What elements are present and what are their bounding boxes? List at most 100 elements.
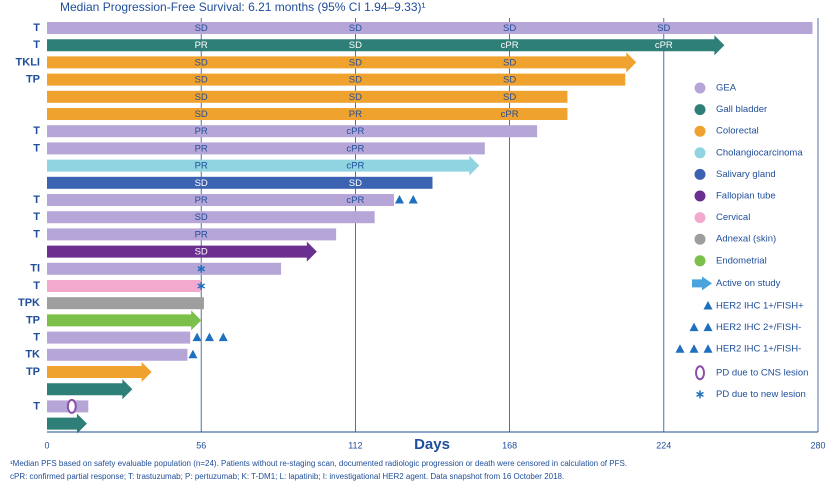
bar-active bbox=[47, 155, 480, 176]
x-tick-label: 224 bbox=[656, 440, 671, 450]
bar bbox=[47, 125, 538, 138]
response-label: PR bbox=[195, 195, 208, 206]
response-label: SD bbox=[195, 75, 208, 86]
legend-triangle bbox=[689, 322, 699, 332]
bar bbox=[47, 280, 202, 292]
legend-label: PD due to CNS lesion bbox=[716, 367, 808, 378]
row-label: TP bbox=[26, 74, 40, 86]
response-label: SD bbox=[349, 178, 362, 189]
cns-marker bbox=[66, 398, 77, 414]
asterisk-stroke bbox=[197, 283, 206, 289]
response-label: SD bbox=[657, 23, 670, 34]
response-label: cPR bbox=[346, 143, 364, 154]
bar bbox=[47, 108, 568, 120]
x-tick-label: 280 bbox=[810, 440, 825, 450]
legend-swatch bbox=[694, 233, 706, 245]
response-label: SD bbox=[195, 109, 208, 120]
legend-label: Fallopian tube bbox=[716, 191, 776, 202]
legend-label: GEA bbox=[716, 83, 737, 94]
legend-label: Colorectal bbox=[716, 126, 759, 137]
response-label: PR bbox=[195, 161, 208, 172]
legend-label: Adnexal (skin) bbox=[716, 234, 776, 245]
x-tick-label: 0 bbox=[44, 440, 49, 450]
bar-active bbox=[47, 35, 725, 56]
bar bbox=[47, 90, 568, 103]
x-axis-label: Days bbox=[414, 436, 450, 453]
x-tick-label: 56 bbox=[196, 440, 206, 450]
response-label: PR bbox=[195, 126, 208, 137]
response-label: SD bbox=[349, 92, 362, 103]
legend-label: Salivary gland bbox=[716, 169, 776, 180]
bar bbox=[47, 176, 433, 189]
legend-label: Endometrial bbox=[716, 255, 767, 266]
row-label: TKLI bbox=[16, 56, 40, 68]
legend-triangle bbox=[675, 344, 685, 353]
her2-marker bbox=[192, 332, 202, 342]
bar-active bbox=[47, 362, 152, 382]
row-label: T bbox=[33, 280, 40, 292]
row-label: T bbox=[33, 125, 40, 137]
response-label: cPR bbox=[346, 195, 364, 206]
legend-swatch bbox=[694, 212, 706, 224]
bar-active bbox=[47, 379, 133, 400]
legend-triangle bbox=[703, 344, 713, 353]
bar bbox=[47, 228, 337, 241]
row-label: T bbox=[33, 211, 40, 223]
legend-triangle bbox=[689, 344, 699, 353]
response-label: cPR bbox=[501, 40, 519, 51]
legend-label: Active on study bbox=[716, 278, 781, 289]
response-label: PR bbox=[195, 143, 208, 154]
bar-active bbox=[47, 52, 637, 73]
bar-active bbox=[47, 413, 87, 434]
bar bbox=[47, 211, 375, 224]
response-label: cPR bbox=[346, 126, 364, 137]
legend-swatch bbox=[694, 104, 706, 116]
her2-marker bbox=[394, 195, 404, 204]
response-label: SD bbox=[195, 178, 208, 189]
legend-triangle bbox=[703, 322, 713, 332]
legend-label: HER2 IHC 1+/FISH- bbox=[716, 344, 801, 355]
response-label: SD bbox=[349, 23, 362, 34]
asterisk-stroke bbox=[197, 266, 206, 272]
row-label: TI bbox=[30, 263, 40, 275]
asterisk-stroke bbox=[696, 391, 704, 398]
bar-active bbox=[47, 241, 317, 262]
row-label: T bbox=[33, 39, 40, 51]
legend-swatch bbox=[694, 255, 706, 267]
legend-label: Cervical bbox=[716, 212, 750, 223]
response-label: SD bbox=[349, 57, 362, 68]
legend-label: Gall bladder bbox=[716, 104, 767, 115]
legend-label: Cholangiocarcinoma bbox=[716, 147, 803, 158]
response-label: SD bbox=[195, 23, 208, 34]
her2-marker bbox=[218, 332, 228, 342]
x-tick-label: 112 bbox=[348, 440, 362, 450]
legend-swatch bbox=[694, 125, 706, 137]
bar bbox=[47, 262, 282, 275]
her2-marker bbox=[204, 332, 214, 342]
response-label: PR bbox=[195, 40, 208, 51]
response-label: PR bbox=[195, 229, 208, 240]
legend-swatch bbox=[694, 82, 706, 94]
row-label: TPK bbox=[18, 297, 40, 309]
legend-label: HER2 IHC 2+/FISH- bbox=[716, 322, 801, 333]
footnote: cPR: confirmed partial response; T: tras… bbox=[10, 472, 564, 481]
bar bbox=[47, 331, 191, 344]
response-label: SD bbox=[195, 92, 208, 103]
response-label: cPR bbox=[501, 109, 519, 120]
row-label: TP bbox=[26, 314, 40, 326]
response-label: PR bbox=[349, 109, 362, 120]
response-label: SD bbox=[349, 75, 362, 86]
legend-label: PD due to new lesion bbox=[716, 389, 806, 400]
row-label: TP bbox=[26, 366, 40, 378]
response-label: cPR bbox=[655, 40, 673, 51]
x-tick-label: 168 bbox=[502, 440, 517, 450]
bar bbox=[47, 194, 394, 206]
row-label: T bbox=[33, 228, 40, 240]
legend-label: HER2 IHC 1+/FISH+ bbox=[716, 301, 804, 312]
response-label: SD bbox=[349, 40, 362, 51]
bar-active bbox=[47, 310, 202, 331]
legend-swatch bbox=[694, 168, 706, 180]
row-label: T bbox=[33, 194, 40, 206]
new-lesion-marker bbox=[696, 390, 704, 399]
